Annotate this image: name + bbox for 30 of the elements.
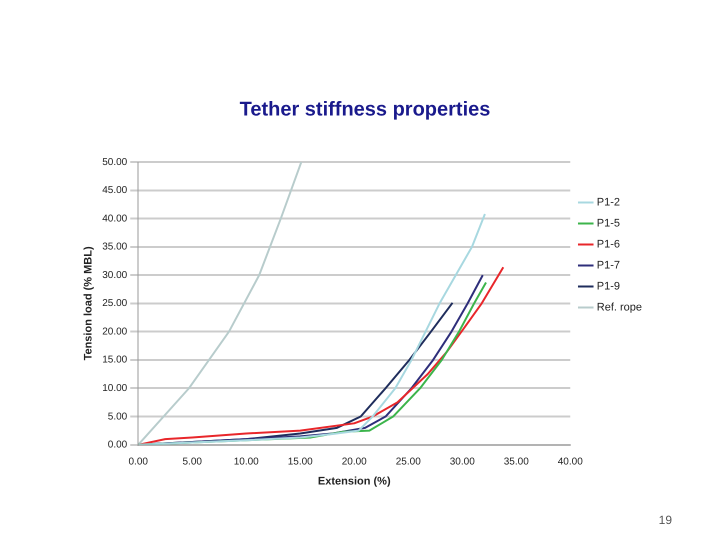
y-tick-label: 40.00	[102, 213, 128, 224]
x-tick-label: 10.00	[234, 456, 260, 468]
x-tick-label: 40.00	[558, 456, 584, 468]
y-tick-label: 45.00	[102, 185, 128, 196]
x-tick-label: 0.00	[128, 456, 148, 468]
y-tick-label: 20.00	[102, 326, 128, 338]
legend-label: P1-6	[596, 238, 620, 251]
x-axis-title: Extension (%)	[318, 475, 391, 488]
y-tick-label: 30.00	[102, 270, 128, 281]
x-tick-label: 5.00	[182, 456, 202, 468]
y-tick-label: 35.00	[102, 242, 128, 253]
legend-label: P1-5	[596, 218, 620, 230]
y-tick-label: 25.00	[102, 298, 128, 310]
legend-label: P1-9	[596, 280, 620, 293]
y-tick-label: 0.00	[108, 440, 128, 451]
y-tick-label: 5.00	[108, 411, 128, 422]
x-tick-label: 15.00	[288, 456, 314, 468]
y-tick-label: 15.00	[102, 354, 128, 366]
chart-title: Tether stiffness properties	[240, 98, 490, 121]
x-tick-label: 20.00	[342, 456, 368, 468]
x-tick-label: 30.00	[450, 456, 476, 468]
legend-label: P1-2	[596, 196, 620, 209]
legend-label: Ref. rope	[596, 302, 642, 314]
y-tick-label: 10.00	[102, 382, 128, 394]
y-axis-title: Tension load (% MBL)	[82, 246, 95, 360]
legend-label: P1-7	[596, 260, 620, 272]
x-tick-label: 35.00	[504, 456, 530, 468]
text: 19	[658, 513, 672, 527]
y-tick-label: 50.00	[102, 156, 128, 168]
x-tick-label: 25.00	[396, 456, 422, 468]
